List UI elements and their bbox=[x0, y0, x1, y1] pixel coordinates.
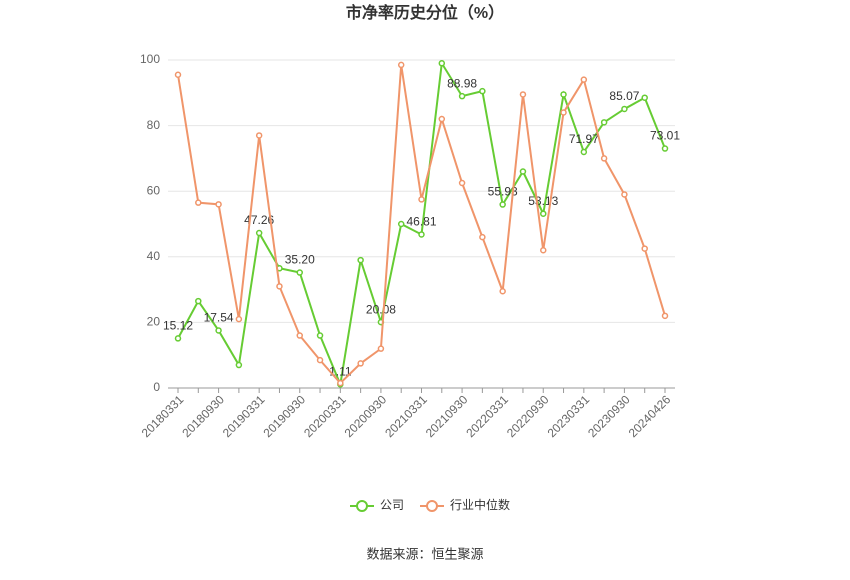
point bbox=[438, 60, 446, 67]
x-tick-label: 20220930 bbox=[504, 392, 552, 440]
x-tick-label: 20180930 bbox=[179, 392, 227, 440]
point bbox=[641, 245, 648, 252]
point bbox=[661, 145, 669, 152]
x-tick-label: 20210930 bbox=[423, 392, 471, 440]
point bbox=[397, 61, 405, 69]
point bbox=[195, 297, 202, 305]
x-tick-label: 20200331 bbox=[301, 392, 349, 440]
chart-title: 市净率历史分位（%） bbox=[346, 3, 504, 22]
point bbox=[174, 335, 182, 342]
point bbox=[458, 179, 466, 187]
x-tick-label: 20210331 bbox=[382, 392, 430, 440]
y-tick-label: 40 bbox=[147, 249, 161, 263]
point bbox=[499, 287, 506, 295]
point bbox=[296, 269, 303, 276]
point bbox=[519, 91, 527, 98]
point bbox=[357, 360, 364, 367]
point bbox=[255, 132, 263, 139]
x-tick-label: 20200930 bbox=[342, 392, 390, 440]
point bbox=[316, 332, 324, 339]
source: 数据来源：恒生聚源 bbox=[366, 546, 483, 561]
data-label: 71.97 bbox=[569, 132, 599, 146]
legend-label: 公司 bbox=[380, 498, 404, 512]
data-label: 35.20 bbox=[285, 253, 315, 267]
data-label: 46.81 bbox=[406, 215, 436, 229]
data-label: 85.07 bbox=[609, 89, 639, 103]
legend-label: 行业中位数 bbox=[450, 497, 510, 512]
point bbox=[418, 196, 425, 203]
point bbox=[580, 148, 588, 156]
point bbox=[357, 256, 364, 264]
point bbox=[540, 210, 547, 217]
x-tick-label: 20220331 bbox=[463, 392, 511, 440]
x-tick-label: 20230930 bbox=[585, 392, 633, 440]
data-label: 47.26 bbox=[244, 213, 274, 227]
x-tick-label: 20240426 bbox=[626, 392, 674, 440]
point bbox=[479, 233, 486, 241]
data-label: 88.98 bbox=[447, 76, 477, 90]
point bbox=[418, 231, 425, 238]
point bbox=[255, 229, 263, 237]
point bbox=[296, 332, 303, 339]
y-tick-label: 60 bbox=[147, 183, 161, 197]
point bbox=[195, 199, 202, 206]
point bbox=[438, 115, 446, 123]
point bbox=[479, 87, 486, 95]
x-tick-label: 20180331 bbox=[139, 392, 187, 440]
point bbox=[276, 283, 283, 290]
data-label: 53.13 bbox=[528, 194, 558, 208]
legend-marker bbox=[426, 500, 438, 512]
point bbox=[641, 94, 648, 101]
point bbox=[560, 109, 567, 116]
point bbox=[397, 220, 405, 228]
point bbox=[621, 105, 628, 113]
y-tick-label: 100 bbox=[140, 52, 160, 66]
data-label: 1.11 bbox=[329, 365, 352, 379]
point bbox=[540, 246, 547, 254]
y-tick-label: 80 bbox=[147, 118, 161, 132]
x-tick-label: 20190331 bbox=[220, 392, 268, 440]
point bbox=[337, 379, 344, 387]
data-label: 17.54 bbox=[204, 311, 234, 325]
point bbox=[600, 155, 608, 162]
point bbox=[458, 92, 466, 100]
point bbox=[377, 345, 385, 352]
data-label: 20.08 bbox=[366, 302, 396, 316]
x-tick-label: 20190930 bbox=[260, 392, 308, 440]
point bbox=[215, 327, 222, 334]
x-tick-label: 20230331 bbox=[545, 392, 593, 440]
point bbox=[235, 361, 243, 369]
data-label: 73.01 bbox=[650, 129, 680, 143]
point bbox=[600, 119, 608, 126]
point bbox=[580, 76, 588, 83]
point bbox=[519, 168, 527, 175]
point bbox=[661, 312, 669, 320]
y-tick-label: 20 bbox=[147, 315, 161, 329]
point bbox=[235, 315, 243, 323]
point bbox=[499, 201, 506, 208]
legend-marker bbox=[356, 500, 368, 512]
point bbox=[174, 71, 182, 79]
y-tick-label: 0 bbox=[153, 380, 160, 394]
point bbox=[215, 201, 222, 208]
point bbox=[560, 91, 567, 98]
point bbox=[316, 356, 324, 364]
data-label: 15.12 bbox=[163, 319, 193, 333]
data-label: 55.93 bbox=[488, 185, 518, 199]
point bbox=[621, 191, 628, 198]
